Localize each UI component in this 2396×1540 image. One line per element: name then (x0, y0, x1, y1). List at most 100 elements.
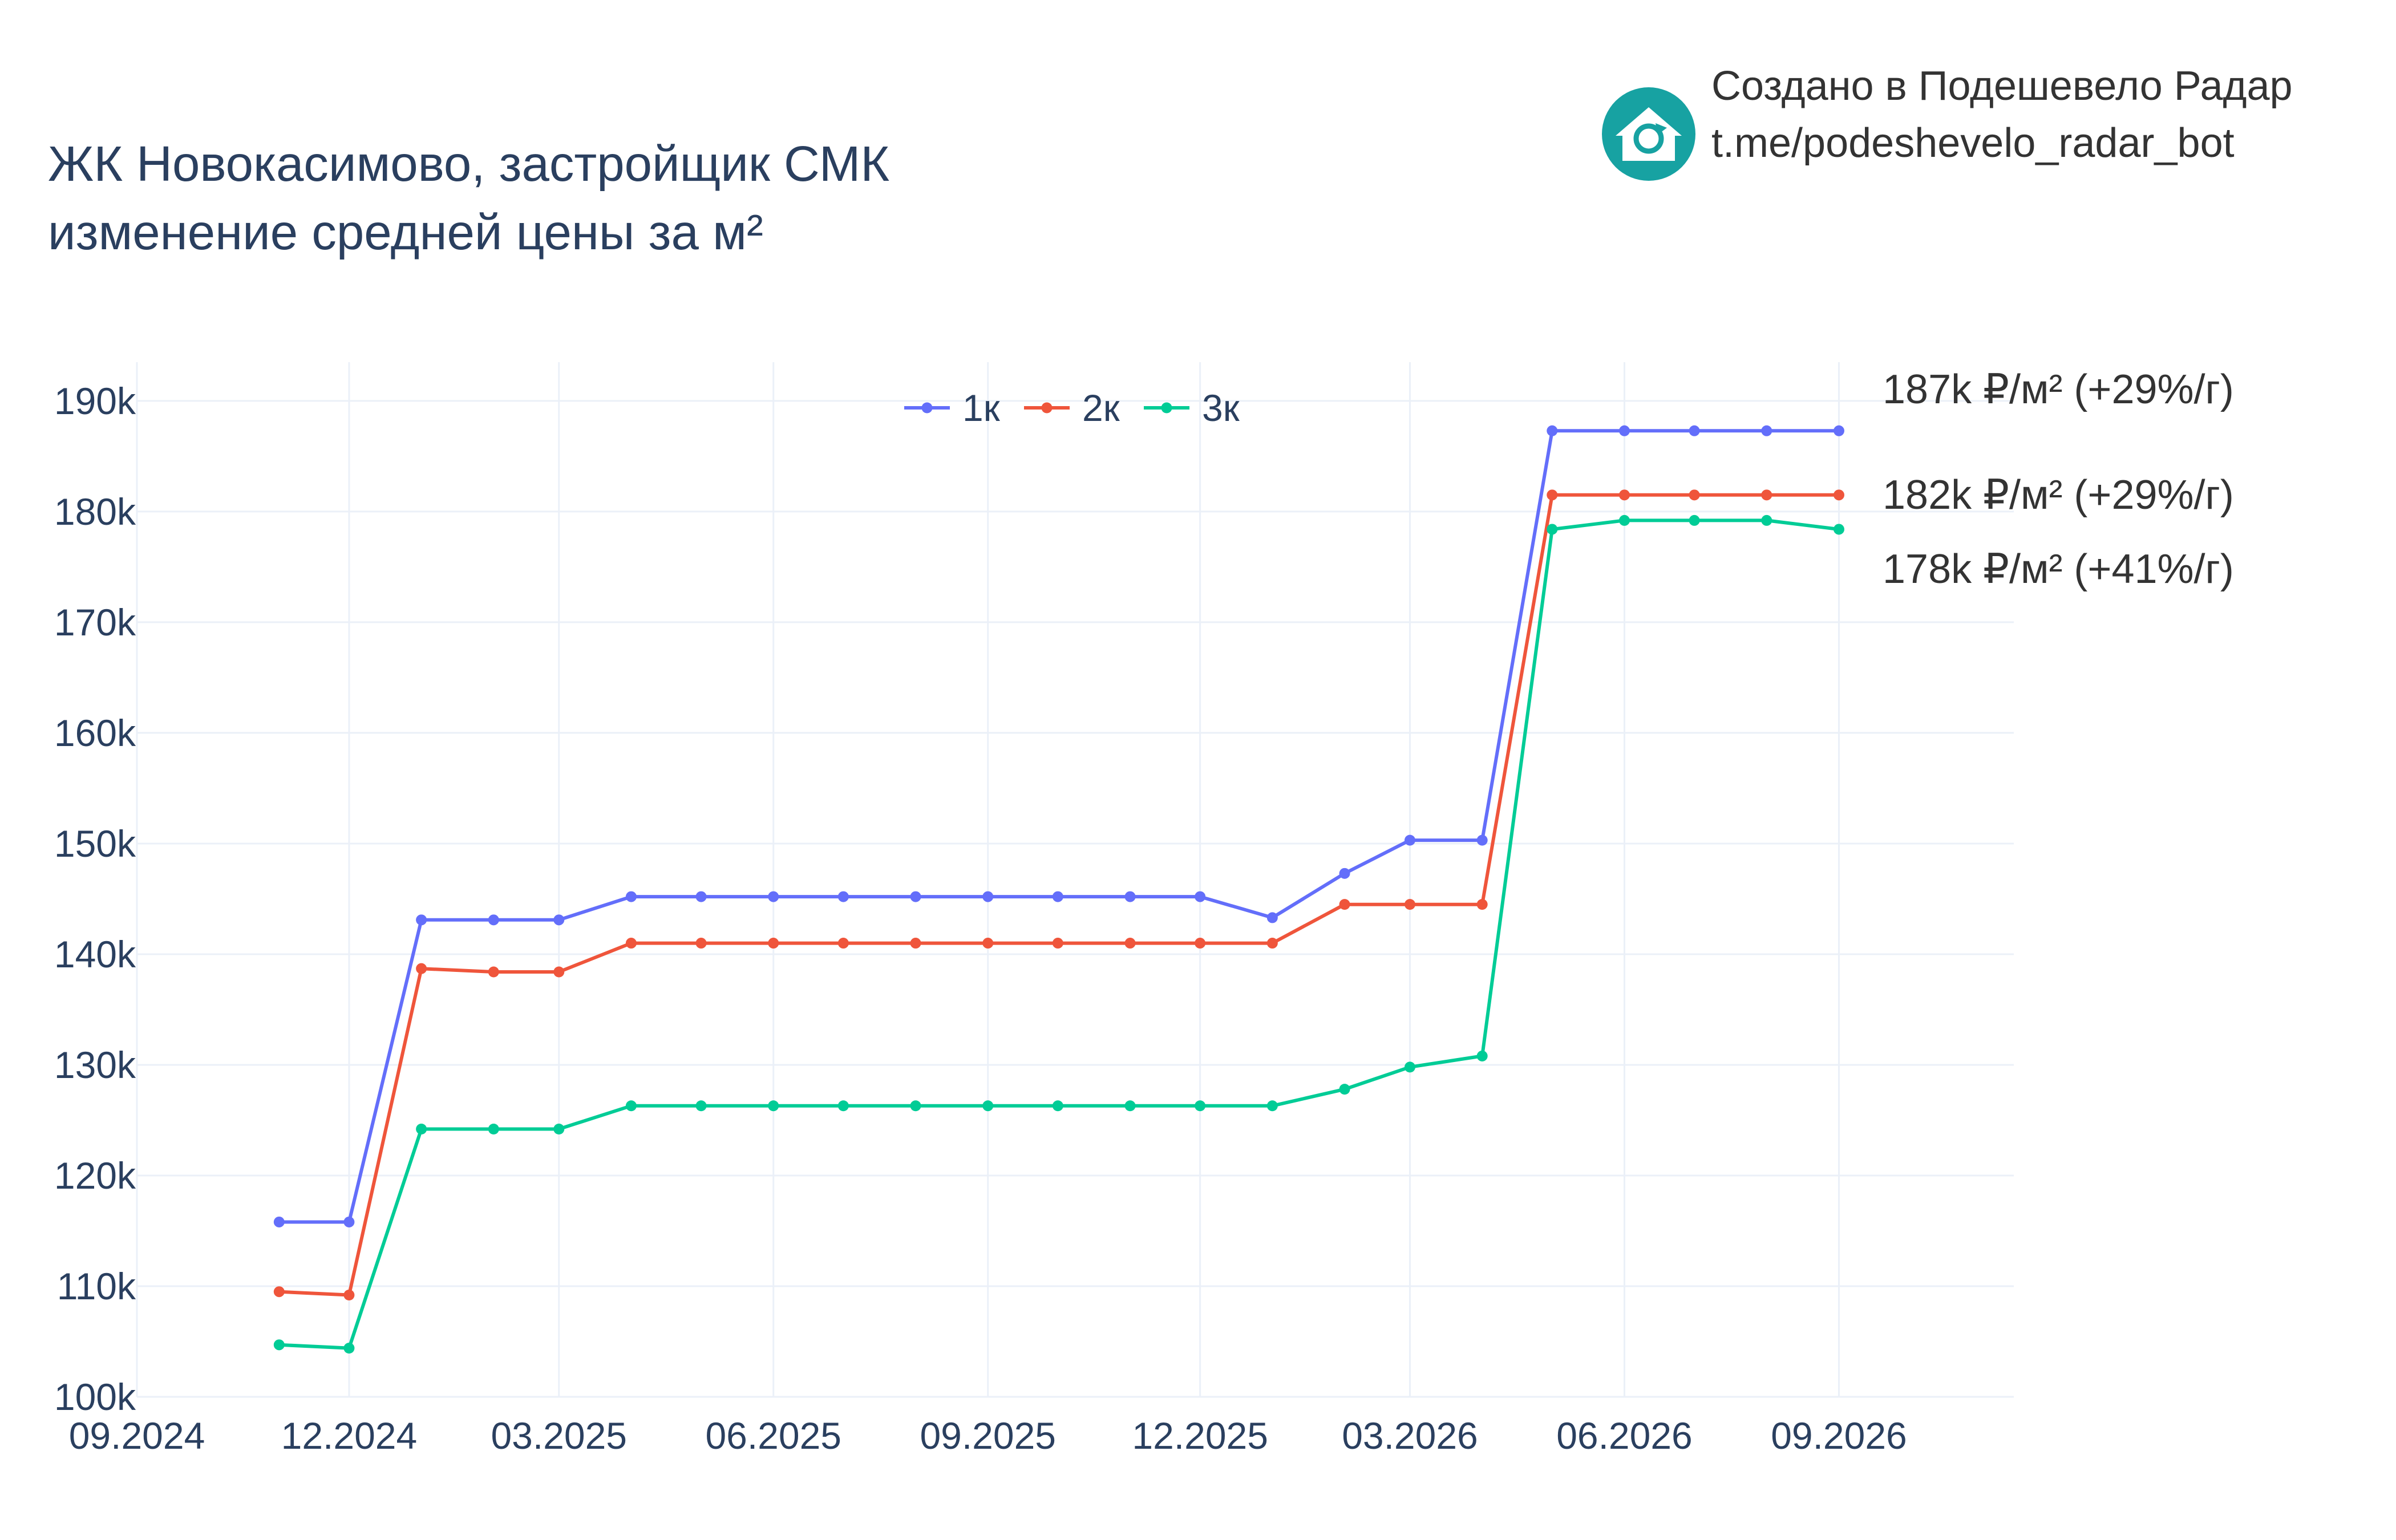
legend-swatch-marker (921, 402, 933, 414)
y-tick-label: 130k (54, 1044, 136, 1086)
data-point (1689, 425, 1700, 436)
data-point (553, 914, 565, 926)
data-point (1618, 425, 1630, 436)
grid (136, 362, 2014, 1398)
data-point (1618, 514, 1630, 526)
data-point (910, 938, 921, 949)
y-tick-label: 120k (54, 1154, 136, 1197)
legend-label: 2к (1082, 387, 1120, 429)
data-point (1476, 834, 1488, 846)
data-point (982, 1100, 994, 1112)
legend-swatch-marker (1041, 402, 1053, 414)
data-point (1339, 868, 1350, 879)
data-point (695, 938, 707, 949)
data-point (1052, 938, 1063, 949)
data-point (553, 966, 565, 978)
data-point (837, 891, 849, 902)
brand-name: Создано в Подешевело Радар (1711, 63, 2293, 109)
data-point (1339, 899, 1350, 910)
x-tick-label: 12.2025 (1132, 1415, 1268, 1457)
data-point (1833, 489, 1844, 501)
data-point (1689, 489, 1700, 501)
data-point (982, 938, 994, 949)
data-point (1339, 1084, 1350, 1095)
data-point (695, 891, 707, 902)
data-point (1404, 1061, 1415, 1073)
y-tick-label: 170k (54, 601, 136, 643)
data-point (1124, 938, 1136, 949)
y-tick-label: 150k (54, 822, 136, 865)
data-point (273, 1216, 285, 1227)
data-point (625, 891, 637, 902)
data-point (768, 938, 779, 949)
data-point (1476, 1050, 1488, 1061)
legend-item[interactable]: 1к (904, 387, 1001, 429)
series-2 (273, 489, 1844, 1301)
data-point (1833, 425, 1844, 436)
x-tick-label: 03.2026 (1342, 1415, 1478, 1457)
data-point (910, 891, 921, 902)
data-point (1618, 489, 1630, 501)
data-point (488, 1123, 499, 1134)
x-tick-label: 03.2025 (491, 1415, 627, 1457)
data-point (488, 914, 499, 926)
data-point (1547, 425, 1558, 436)
y-tick-label: 190k (54, 380, 136, 422)
data-point (1547, 489, 1558, 501)
y-tick-label: 110k (57, 1265, 136, 1307)
axes: 100k 110k 120k 130k 140k 150k 160k 170k 180k 190k… (54, 380, 1907, 1457)
data-point (553, 1123, 565, 1134)
data-point (416, 963, 427, 974)
data-point (1761, 489, 1772, 501)
data-point (343, 1216, 355, 1227)
data-point (768, 891, 779, 902)
brand-link[interactable]: t.me/podeshevelo_radar_bot (1711, 120, 2235, 166)
x-tick-label: 09.2026 (1771, 1415, 1907, 1457)
series-line (279, 518, 1839, 1350)
chart-title-line2: изменение средней цены за м² (48, 205, 763, 260)
data-point (416, 914, 427, 926)
data-point (625, 1100, 637, 1112)
legend-item[interactable]: 2к (1024, 387, 1120, 429)
data-point (1195, 938, 1206, 949)
data-point (273, 1339, 285, 1351)
data-point (625, 938, 637, 949)
data-point (416, 1123, 427, 1134)
data-point (1547, 524, 1558, 535)
chart-title-line1: ЖК Новокасимово, застройщик СМК (48, 136, 890, 192)
x-tick-label: 12.2024 (281, 1415, 418, 1457)
end-label-1k: 187k ₽/м² (+29%/г) (1883, 367, 2234, 412)
y-tick-label: 100k (54, 1376, 136, 1418)
data-point (982, 891, 994, 902)
data-point (1266, 938, 1278, 949)
y-tick-label: 140k (54, 933, 136, 975)
data-point (343, 1290, 355, 1301)
data-point (1124, 1100, 1136, 1112)
series-3 (273, 514, 1844, 1354)
data-point (273, 1286, 285, 1298)
legend[interactable]: 1к 2к 3к (904, 387, 1240, 429)
x-tick-label: 09.2024 (69, 1415, 205, 1457)
data-point (1052, 891, 1063, 902)
legend-item[interactable]: 3к (1144, 387, 1240, 429)
house-refresh-icon[interactable] (1602, 87, 1695, 181)
series (273, 425, 1844, 1354)
data-point (1689, 514, 1700, 526)
data-point (1266, 1100, 1278, 1112)
data-point (488, 966, 499, 978)
data-point (1761, 514, 1772, 526)
brand-icon-house (1616, 107, 1682, 161)
y-tick-label: 180k (54, 491, 136, 533)
legend-label: 3к (1202, 387, 1240, 429)
data-point (1761, 425, 1772, 436)
data-point (1404, 899, 1415, 910)
brand-icon-refresh-arrow (1656, 123, 1667, 135)
brand-icon-refresh-ring (1633, 123, 1664, 154)
series-1 (273, 425, 1844, 1227)
end-label-2k: 182k ₽/м² (+29%/г) (1883, 472, 2234, 518)
data-point (343, 1343, 355, 1354)
data-point (1476, 899, 1488, 910)
data-point (1195, 891, 1206, 902)
data-point (695, 1100, 707, 1112)
